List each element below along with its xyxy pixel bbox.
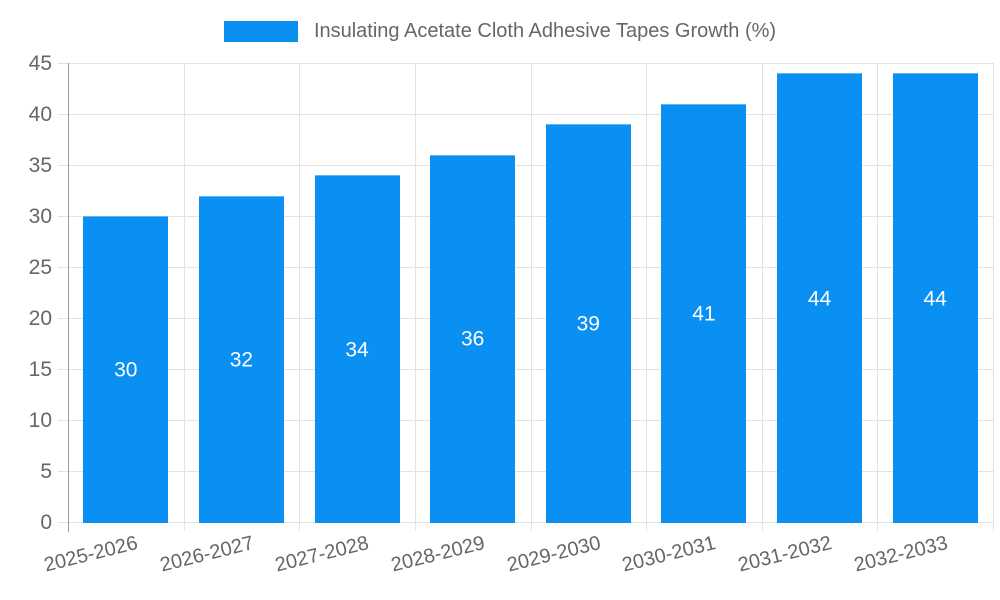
bar-value-label: 39 xyxy=(576,312,600,336)
bar: 30 xyxy=(83,216,169,523)
bar-value-label: 32 xyxy=(229,348,254,372)
x-tick-label: 2030-2031 xyxy=(620,532,719,577)
bar-value-label: 36 xyxy=(461,327,485,351)
x-axis-tick xyxy=(993,522,994,531)
x-axis-tick xyxy=(877,522,879,531)
x-axis-tick xyxy=(414,522,416,531)
bar: 32 xyxy=(198,195,284,523)
y-axis-tick xyxy=(58,165,68,166)
x-gridline xyxy=(299,63,301,522)
bar: 39 xyxy=(545,124,631,523)
x-axis-tick xyxy=(183,522,185,531)
x-axis-tick xyxy=(761,522,763,531)
x-tick-label: 2031-2032 xyxy=(735,532,834,577)
y-tick-label: 45 xyxy=(28,52,52,75)
bar-value-label: 44 xyxy=(923,287,947,311)
x-tick-label: 2025-2026 xyxy=(41,532,141,577)
x-gridline xyxy=(414,63,416,522)
bar-value-label: 41 xyxy=(692,302,716,326)
y-axis-tick xyxy=(58,267,68,268)
bar: 36 xyxy=(430,154,516,523)
y-axis-tick xyxy=(58,318,68,319)
y-axis-tick xyxy=(58,216,68,217)
y-tick-label: 5 xyxy=(40,460,52,483)
bar-value-label: 44 xyxy=(807,287,832,311)
x-gridline xyxy=(530,63,532,522)
y-tick-label: 35 xyxy=(28,154,52,177)
x-tick-label: 2026-2027 xyxy=(157,532,256,577)
x-gridline xyxy=(761,63,763,522)
x-gridline xyxy=(646,63,648,522)
y-axis-tick xyxy=(58,471,68,472)
x-gridline xyxy=(877,63,879,522)
y-axis-tick xyxy=(58,420,68,421)
legend-swatch xyxy=(223,20,298,42)
bar-value-label: 34 xyxy=(345,338,369,362)
y-tick-label: 0 xyxy=(40,511,52,534)
x-tick-label: 2029-2030 xyxy=(504,532,603,577)
legend-item[interactable]: Insulating Acetate Cloth Adhesive Tapes … xyxy=(0,16,1000,46)
y-tick-label: 10 xyxy=(28,409,52,432)
y-axis-tick xyxy=(58,63,68,64)
bar: 44 xyxy=(777,73,863,523)
y-tick-label: 15 xyxy=(28,358,52,381)
y-axis-tick xyxy=(58,369,68,370)
x-axis-tick xyxy=(299,522,301,531)
x-tick-label: 2032-2033 xyxy=(851,532,950,577)
bar: 44 xyxy=(892,73,978,523)
bar-value-label: 30 xyxy=(114,358,138,382)
x-axis-tick xyxy=(530,522,532,531)
bar: 41 xyxy=(661,103,747,523)
x-tick-label: 2028-2029 xyxy=(388,532,488,577)
y-tick-label: 30 xyxy=(28,205,52,228)
x-gridline xyxy=(993,63,994,522)
y-axis-line xyxy=(68,63,69,532)
legend-label: Insulating Acetate Cloth Adhesive Tapes … xyxy=(313,19,777,42)
y-tick-label: 40 xyxy=(28,103,52,126)
x-gridline xyxy=(183,63,185,522)
y-axis-tick xyxy=(58,522,68,523)
y-axis-tick xyxy=(58,114,68,115)
y-tick-label: 25 xyxy=(28,256,52,279)
y-tick-label: 20 xyxy=(28,307,52,330)
x-tick-label: 2027-2028 xyxy=(273,532,372,577)
x-axis-tick xyxy=(646,522,648,531)
bar: 34 xyxy=(314,175,400,523)
